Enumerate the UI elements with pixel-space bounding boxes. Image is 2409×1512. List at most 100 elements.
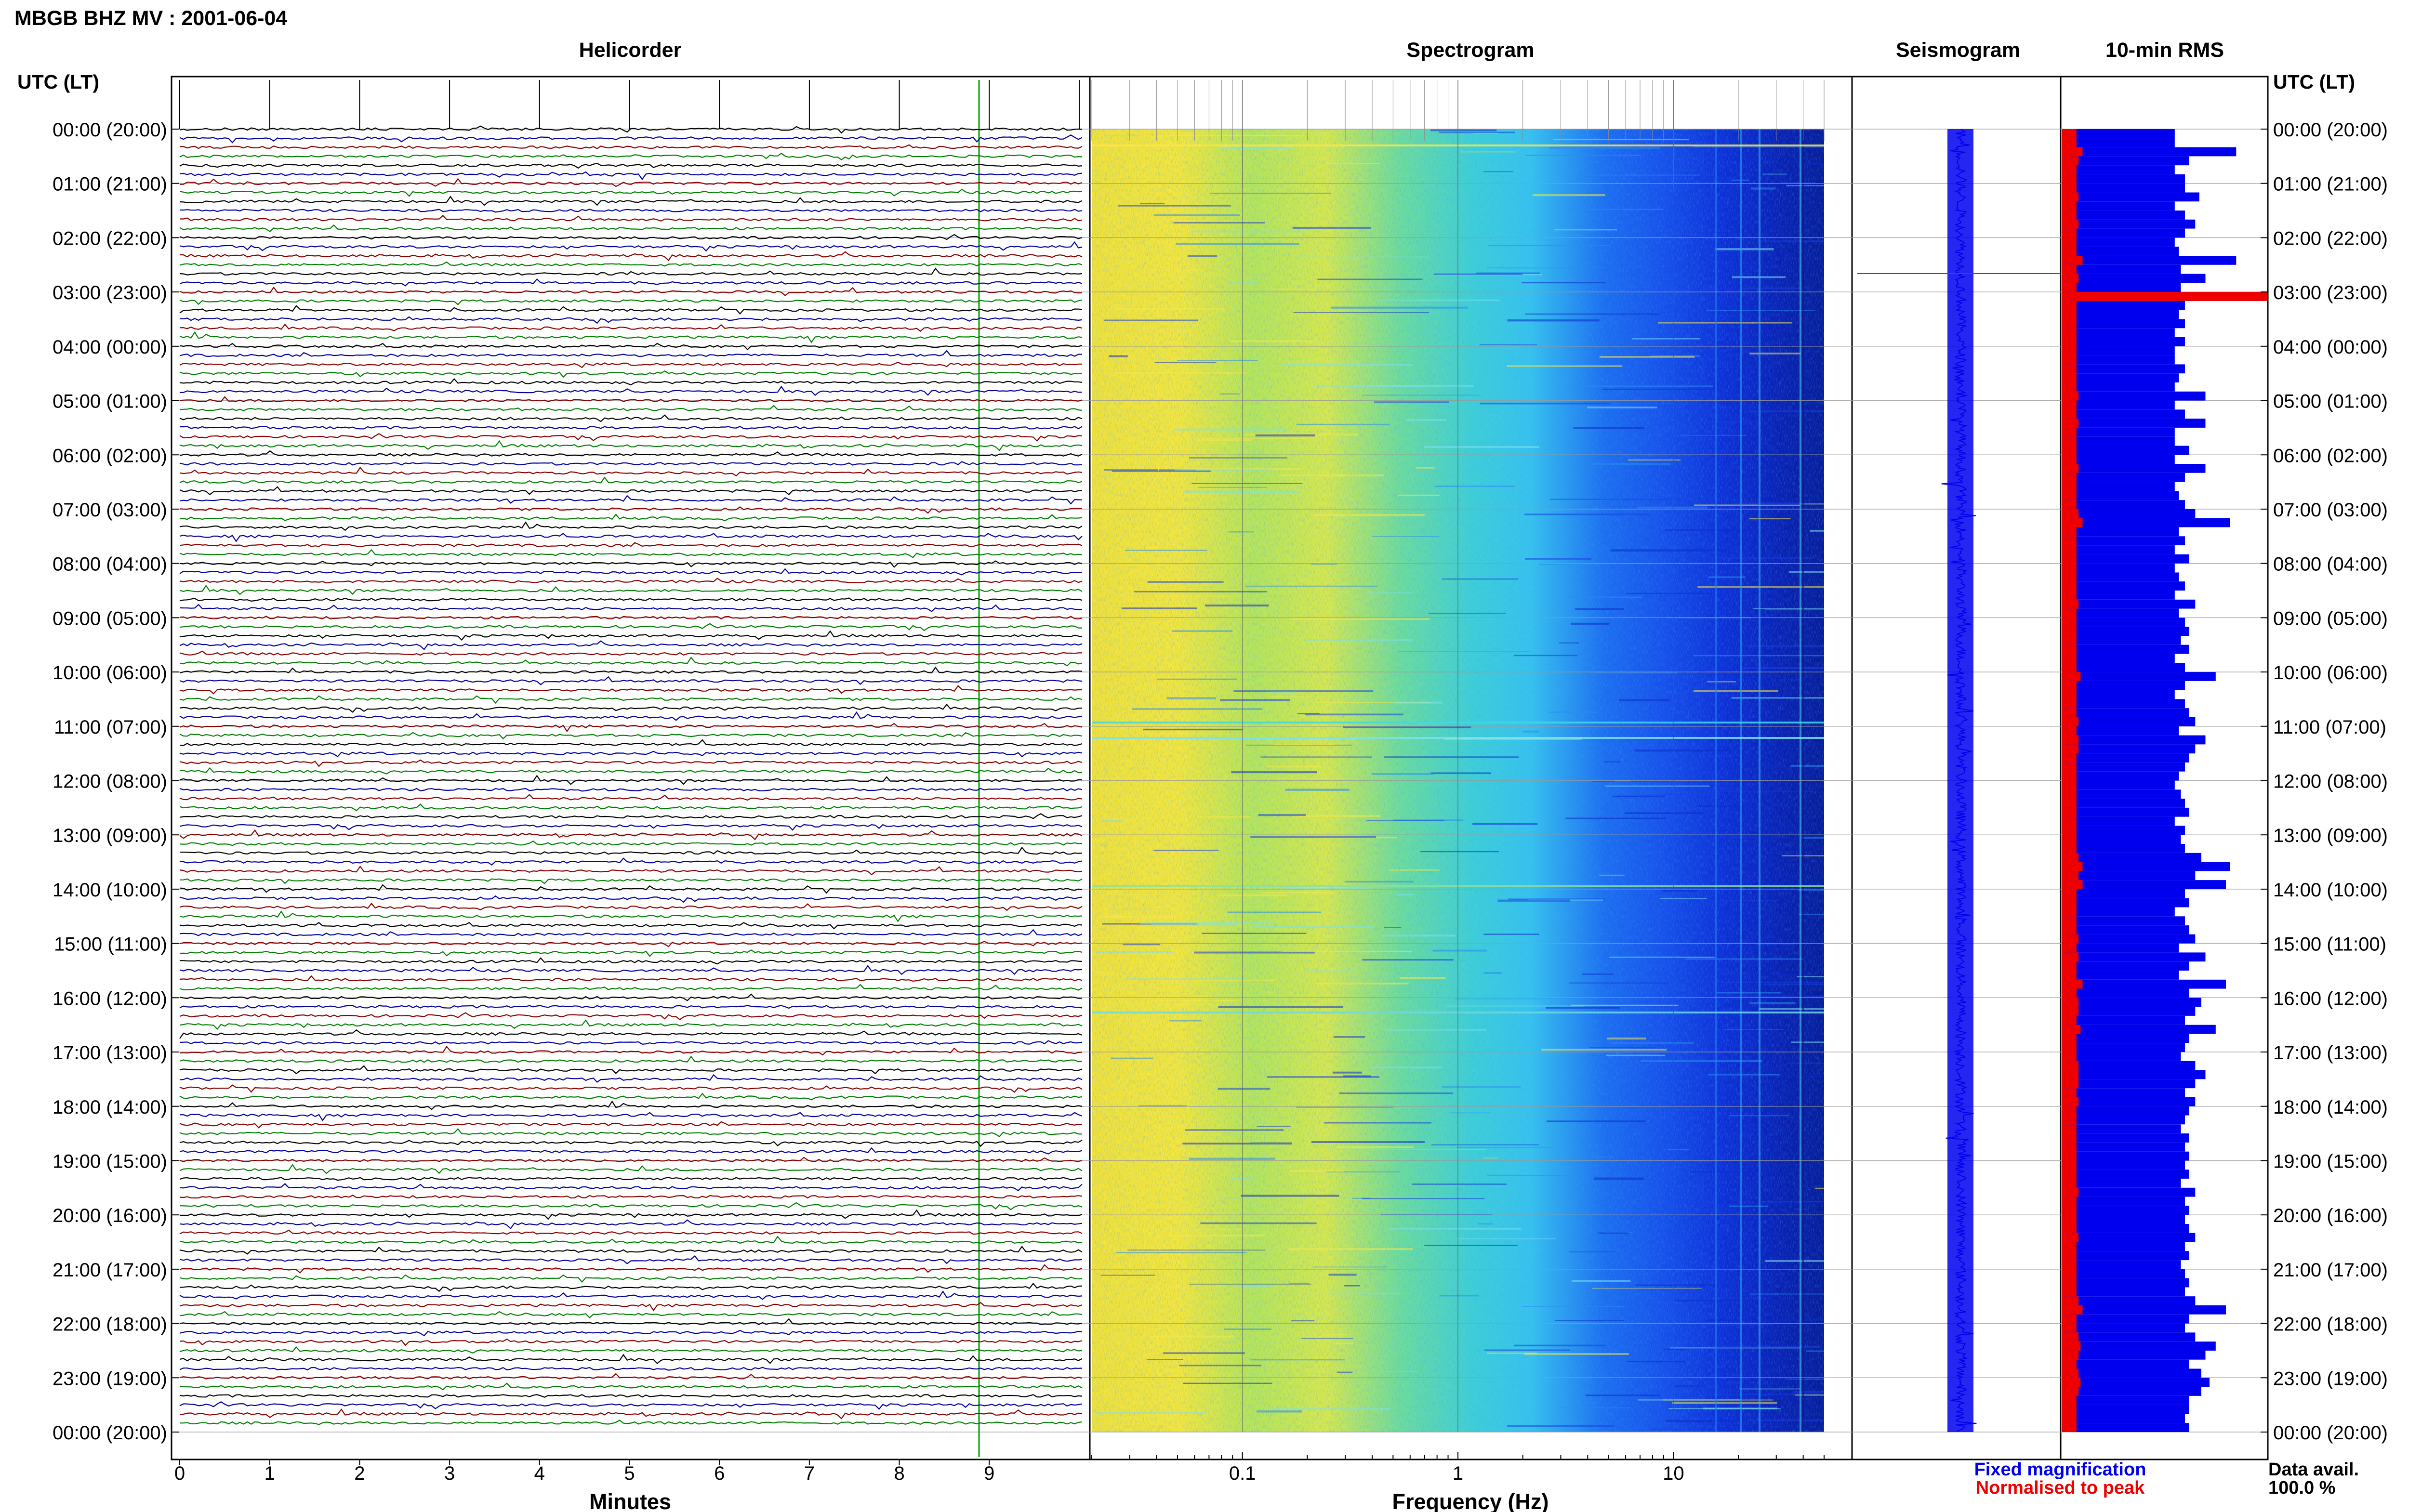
time-label-right: 14:00 (10:00) [2273, 880, 2388, 901]
helicorder-trace-line [179, 866, 1083, 876]
rms-bar-normalised [2062, 971, 2077, 980]
time-label-left: 12:00 (08:00) [53, 771, 167, 792]
rms-bar-fixed [2062, 355, 2175, 365]
helicorder-trace-line [179, 840, 1083, 846]
rms-bar-normalised [2062, 1079, 2078, 1089]
helicorder-trace-line [179, 1274, 1083, 1283]
rms-bar-fixed [2062, 1395, 2189, 1405]
rms-bar-fixed [2062, 717, 2196, 726]
time-label-left: 21:00 (17:00) [53, 1260, 167, 1281]
rms-bar-fixed [2062, 753, 2189, 763]
rms-bar-normalised [2062, 1296, 2078, 1305]
rms-bar-normalised [2062, 301, 2077, 310]
rms-bar-normalised [2062, 491, 2077, 500]
rms-bar-normalised [2062, 283, 2077, 292]
time-label-right: 04:00 (00:00) [2273, 337, 2388, 358]
rms-bar-normalised [2062, 1206, 2077, 1215]
rms-bar-normalised [2062, 1287, 2077, 1297]
helicorder-trace-line [179, 568, 1083, 576]
time-label-left: 11:00 (07:00) [54, 717, 167, 738]
rms-bar-normalised [2062, 1387, 2078, 1396]
rms-bar-normalised [2062, 427, 2077, 437]
rms-bar-normalised [2062, 799, 2077, 808]
rms-bar-fixed [2062, 1196, 2185, 1206]
rms-bar-fixed [2062, 219, 2196, 229]
rms-bar-fixed [2062, 844, 2185, 853]
rms-bar-normalised [2062, 1034, 2077, 1043]
time-label-left: 00:00 (20:00) [53, 1422, 167, 1444]
rms-bar-normalised [2062, 961, 2077, 971]
rms-bar-fixed [2062, 1070, 2206, 1079]
helicorder-trace-line [179, 286, 1083, 296]
rms-bar-fixed [2062, 952, 2206, 962]
helicorder-trace-line [179, 542, 1083, 547]
time-label-right: 10:00 (06:00) [2273, 662, 2388, 684]
helicorder-trace-line [179, 1040, 1083, 1045]
helicorder-trace-line [179, 1318, 1083, 1326]
minute-tick-label: 1 [265, 1463, 275, 1484]
helicorder-trace-line [179, 299, 1083, 305]
rms-bar-fixed [2062, 1097, 2196, 1106]
helicorder-trace-line [179, 824, 1083, 831]
rms-bar-normalised [2062, 1070, 2078, 1079]
rms-bar-fixed [2062, 1242, 2185, 1251]
helicorder-trace-line [179, 331, 1083, 343]
rms-bar-fixed [2062, 346, 2175, 355]
helicorder-trace-line [179, 450, 1083, 457]
legend-fixed-magnification: Fixed magnification [1974, 1459, 2146, 1480]
helicorder-trace-line [179, 759, 1083, 767]
rms-bar-fixed [2062, 925, 2189, 934]
rms-bar-fixed [2062, 735, 2206, 745]
helicorder-trace-line [179, 350, 1083, 357]
helicorder-trace-line [179, 739, 1083, 747]
helicorder-trace-line [179, 775, 1082, 785]
rms-bar-fixed [2062, 1378, 2210, 1387]
rms-bar-normalised [2062, 1332, 2078, 1342]
helicorder-trace-line [179, 513, 1083, 522]
helicorder-trace-line [179, 949, 1083, 957]
rms-bar-fixed [2062, 147, 2237, 157]
time-label-left: 08:00 (04:00) [53, 554, 167, 575]
rms-bar-fixed [2062, 988, 2189, 998]
rms-bar-fixed [2062, 1151, 2189, 1161]
rms-bar-fixed [2062, 201, 2175, 211]
rms-bar-normalised [2062, 364, 2077, 374]
rms-bar-fixed [2062, 1296, 2196, 1305]
rms-bar-normalised [2062, 925, 2077, 934]
rms-bar-fixed [2062, 1405, 2189, 1414]
rms-bar-fixed [2062, 880, 2226, 889]
rms-bar-fixed [2062, 1387, 2201, 1396]
rms-bar-normalised [2062, 247, 2077, 256]
helicorder-trace-line [179, 1394, 1083, 1398]
time-label-right: 19:00 (15:00) [2273, 1151, 2388, 1172]
rms-bar-fixed [2062, 482, 2175, 491]
rms-bar-fixed [2062, 283, 2181, 292]
helicorder-trace-line [179, 1329, 1083, 1337]
rms-bar-fixed [2062, 1359, 2189, 1369]
helicorder-trace-line [179, 521, 1083, 531]
helicorder-trace-line [179, 695, 1083, 704]
time-label-right: 21:00 (17:00) [2273, 1260, 2388, 1281]
rms-bar-normalised [2062, 608, 2077, 618]
rms-bar-normalised [2062, 726, 2077, 736]
helicorder-trace-line [179, 1209, 1083, 1220]
rms-bar-normalised [2062, 988, 2077, 998]
helicorder-trace-line [179, 396, 1083, 403]
rms-bar-fixed [2062, 853, 2201, 862]
helicorder-trace-line [179, 361, 1082, 368]
rms-bar-normalised [2062, 952, 2078, 962]
rms-bar-normalised [2062, 1097, 2078, 1106]
rms-bar-normalised [2062, 744, 2078, 754]
rms-bar-normalised [2062, 672, 2081, 681]
rms-bar-normalised [2062, 907, 2077, 917]
helicorder-trace-line [179, 1055, 1083, 1063]
rms-bar-fixed [2062, 464, 2206, 473]
helicorder-trace-line [179, 1045, 1083, 1056]
rms-bar-fixed [2062, 780, 2175, 790]
helicorder-trace-line [180, 846, 1083, 855]
helicorder-trace-line [179, 506, 1083, 514]
helicorder-trace-line [179, 1346, 1083, 1354]
helicorder-trace-line [179, 152, 1083, 161]
helicorder-trace-line [179, 560, 1083, 568]
figure-title: MBGB BHZ MV : 2001-06-04 [14, 7, 287, 30]
